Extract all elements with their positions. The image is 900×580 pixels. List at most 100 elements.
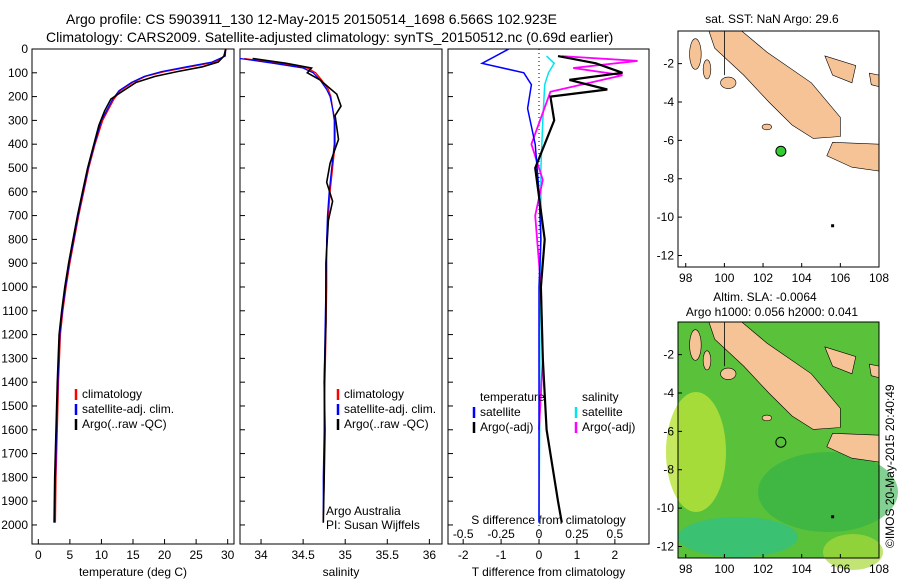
y-tick-label: -4 [663, 95, 674, 109]
land-island [702, 350, 712, 371]
christmas-island [831, 224, 835, 228]
map-frame [677, 321, 880, 559]
x-tick-label: 35 [339, 548, 353, 562]
y-tick-label: -10 [657, 501, 675, 515]
legend-header: salinity [582, 390, 619, 404]
credit-text: ©IMOS 20-May-2015 20:40:49 [883, 384, 897, 548]
sla-patch [678, 517, 798, 557]
y-tick-label: 1200 [1, 328, 28, 342]
annotation-text: PI: Susan Wijffels [326, 518, 420, 532]
top-axis-label: S difference from climatology [471, 513, 626, 527]
land-bangka [824, 55, 857, 84]
sla-map-title: Altim. SLA: -0.0064 [713, 290, 817, 304]
s-tick-label: 0.25 [565, 527, 589, 541]
difference-series-line [479, 48, 542, 523]
sla-map-subtitle: Argo h1000: 0.056 h2000: 0.041 [686, 305, 858, 319]
y-tick-label: -10 [657, 210, 675, 224]
land-java [826, 141, 880, 172]
x-tick-label: 108 [869, 562, 889, 576]
land-island [689, 329, 702, 361]
x-axis-label: salinity [323, 565, 360, 579]
argo-position-marker [775, 436, 787, 448]
x-tick-label: 100 [714, 562, 734, 576]
legend-label: satellite [582, 405, 623, 419]
x-tick-label: 106 [830, 271, 850, 285]
y-tick-label: 400 [8, 137, 28, 151]
salinity-plot: 34 34.5 35 35.5 36 salinity climatologysatelli… [239, 48, 437, 579]
y-tick-label: 200 [8, 90, 28, 104]
x-tick-label: 35.5 [376, 548, 400, 562]
y-tick-label: -12 [657, 248, 675, 262]
x-axis-label: temperature (deg C) [79, 565, 187, 579]
legend-label: Argo(..raw -QC) [82, 417, 167, 431]
x-tick-label: 20 [158, 548, 172, 562]
christmas-island [831, 515, 835, 519]
x-tick-label: 106 [830, 562, 850, 576]
y-tick-label: -6 [663, 424, 674, 438]
temperature-axes [31, 48, 235, 545]
temperature-series-line [54, 48, 226, 523]
x-tick-label: 15 [126, 548, 140, 562]
x-tick-label: 10 [95, 548, 109, 562]
sla-patch [823, 534, 883, 570]
temperature-series-line [53, 48, 227, 523]
y-tick-label: 2000 [1, 518, 28, 532]
x-axis-label: T difference from climatology [472, 565, 626, 579]
argo-position-marker [775, 145, 787, 157]
y-tick-label: 500 [8, 161, 28, 175]
x-tick-label: 102 [753, 271, 773, 285]
x-tick-label: 104 [792, 271, 812, 285]
figure-title-line1: Argo profile: CS 5903911_130 12-May-2015… [66, 11, 557, 27]
y-tick-label: 1700 [1, 447, 28, 461]
x-tick-label: 34 [254, 548, 268, 562]
x-tick-label: -2 [458, 548, 469, 562]
land-island [761, 414, 773, 422]
legend-label: satellite-adj. clim. [344, 402, 436, 416]
legend-label: climatology [344, 387, 404, 401]
s-tick-label: 0.5 [607, 527, 624, 541]
salinity-series-line [252, 57, 342, 523]
y-tick-label: 800 [8, 232, 28, 246]
y-tick-label: 1400 [1, 375, 28, 389]
salinity-axes [239, 48, 443, 545]
y-tick-label: 900 [8, 256, 28, 270]
y-tick-label: 1800 [1, 470, 28, 484]
sst-map: sat. SST: NaN Argo: 29.6 98 100 102 104 106 1… [657, 12, 890, 285]
y-tick-label: 1600 [1, 423, 28, 437]
y-tick-label: -8 [663, 463, 674, 477]
legend-label: satellite [480, 405, 521, 419]
x-tick-label: 0 [35, 548, 42, 562]
x-tick-label: 34.5 [291, 548, 315, 562]
annotation-text: Argo Australia [326, 504, 401, 518]
x-tick-label: 2 [612, 548, 619, 562]
x-tick-label: 98 [679, 271, 693, 285]
x-tick-label: 5 [67, 548, 74, 562]
x-tick-label: 30 [221, 548, 235, 562]
land-sumatra [708, 30, 841, 139]
y-tick-label: -2 [663, 348, 674, 362]
y-tick-label: -4 [663, 386, 674, 400]
temperature-plot: 0 5 10 15 20 25 300100200300400500600700800900… [1, 42, 234, 579]
sst-map-title: sat. SST: NaN Argo: 29.6 [705, 12, 839, 26]
legend-header: temperature [480, 390, 545, 404]
y-tick-label: -6 [663, 133, 674, 147]
land-island [761, 123, 773, 131]
x-tick-label: 36 [423, 548, 437, 562]
land-island [702, 59, 712, 80]
land-island [720, 367, 737, 380]
legend-label: satellite-adj. clim. [82, 402, 174, 416]
y-tick-label: 0 [21, 42, 28, 56]
y-tick-label: 700 [8, 209, 28, 223]
land-java [826, 432, 880, 463]
y-tick-label: 100 [8, 66, 28, 80]
x-tick-label: 100 [714, 271, 734, 285]
salinity-series-line [244, 57, 336, 523]
figure-title-line2: Climatology: CARS2009. Satellite-adjuste… [46, 29, 613, 45]
y-tick-label: 1100 [2, 304, 28, 318]
difference-series-line [530, 55, 638, 430]
y-tick-label: 600 [8, 185, 28, 199]
sla-map: Altim. SLA: -0.0064 Argo h1000: 0.056 h2… [657, 290, 898, 576]
salinity-series-line [239, 57, 335, 523]
